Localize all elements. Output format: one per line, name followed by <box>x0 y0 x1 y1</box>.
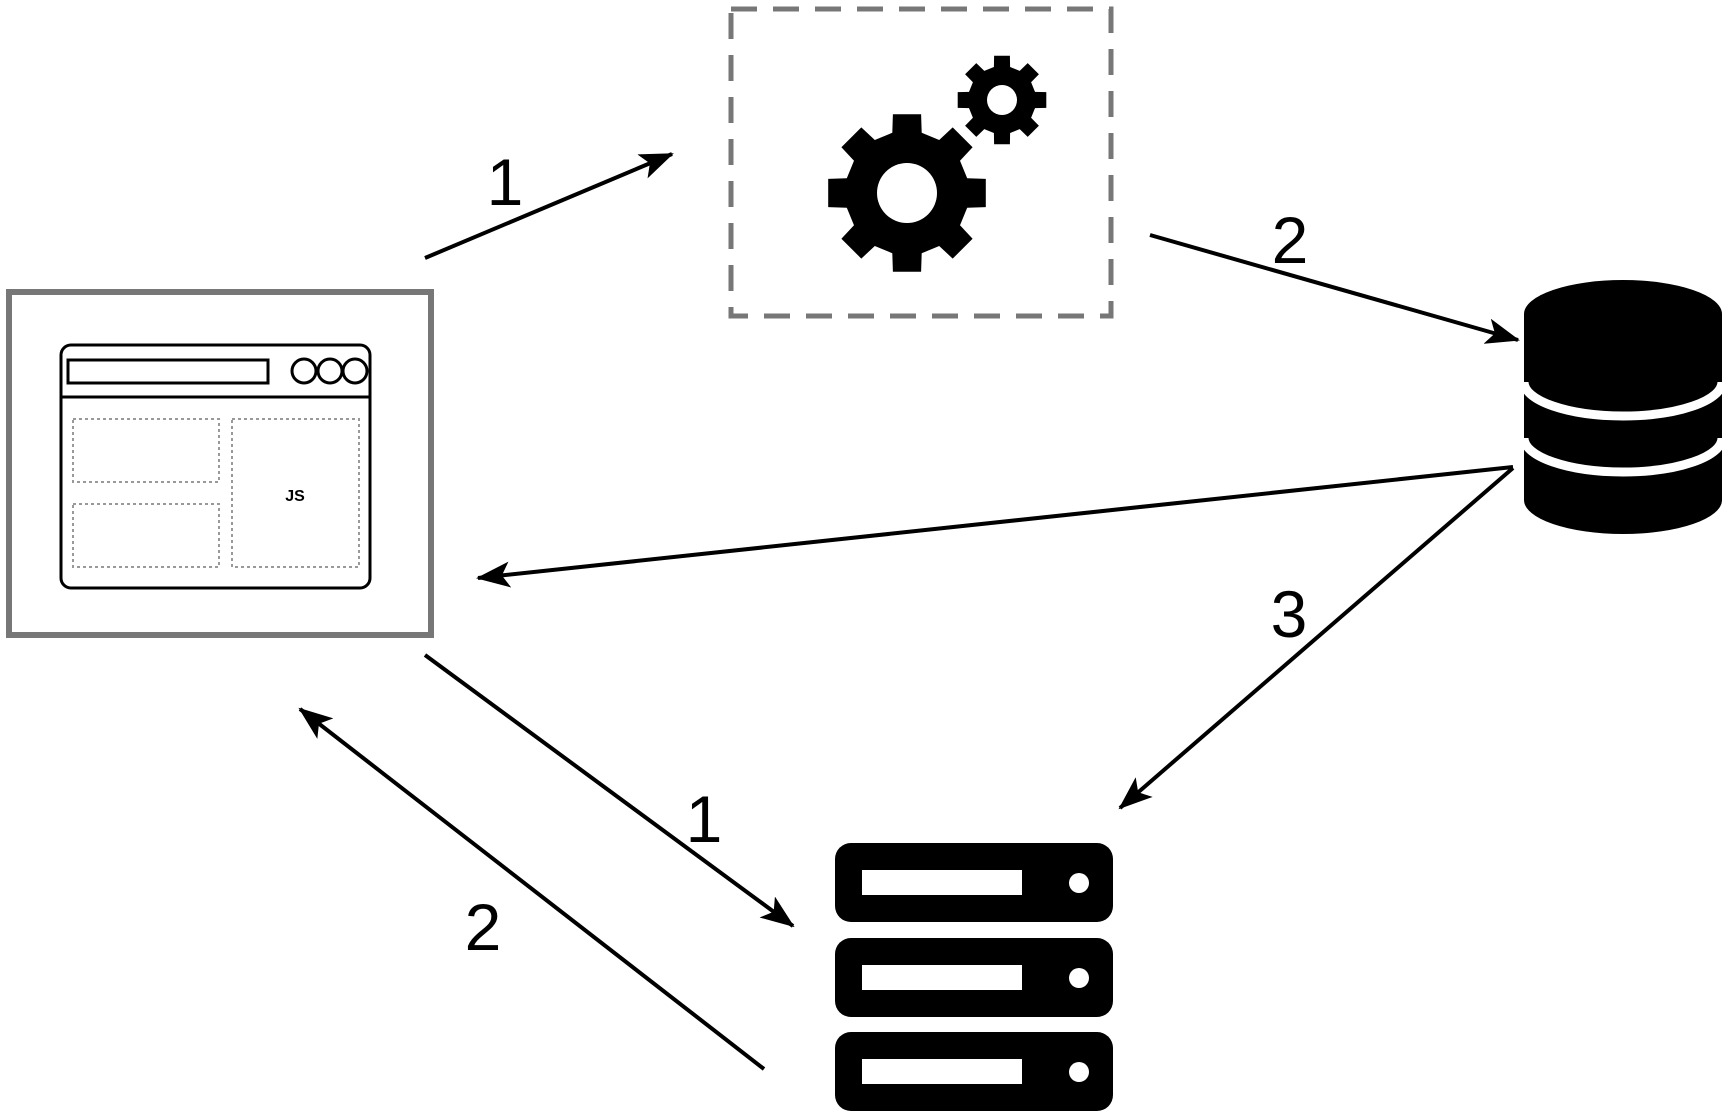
arrow-browser-to-server <box>423 653 795 928</box>
step-label: 1 <box>686 782 723 856</box>
step-label: 1 <box>487 145 524 219</box>
address-bar <box>66 358 270 385</box>
window-control-circle <box>341 357 369 385</box>
arrow-server-to-browser <box>298 707 766 1071</box>
arrows <box>298 152 1520 1071</box>
arrow-worker-to-database <box>1149 233 1520 344</box>
browser-window-icon: JS <box>59 343 372 590</box>
step-label: 2 <box>465 890 502 964</box>
browser-client: JS <box>6 289 434 638</box>
gear-hole <box>987 85 1017 115</box>
step-labels: 1 2 3 1 2 <box>465 145 1309 964</box>
small-gear-icon <box>957 55 1047 145</box>
step-label: 3 <box>1271 577 1308 651</box>
arrow-browser-to-worker <box>424 152 674 260</box>
large-gear-icon <box>828 114 986 272</box>
content-panel <box>72 418 220 483</box>
step-label: 2 <box>1272 203 1309 277</box>
arrow-database-to-browser <box>476 465 1514 588</box>
gears-icon <box>828 55 1047 272</box>
server-unit <box>835 1032 1113 1111</box>
script-panel <box>231 418 360 568</box>
gear-hole <box>877 163 937 223</box>
arrow-database-to-server <box>1118 466 1515 810</box>
content-panel <box>72 503 220 568</box>
worker-dashed-frame <box>728 6 1114 319</box>
window-control-circle <box>316 357 344 385</box>
window-control-circle <box>290 357 318 385</box>
server-unit <box>835 843 1113 922</box>
server-unit <box>835 938 1113 1017</box>
background-worker <box>728 6 1114 319</box>
js-panel-label: JS <box>285 488 305 505</box>
database-icon <box>1519 280 1725 534</box>
server-rack-icon <box>835 843 1113 1111</box>
